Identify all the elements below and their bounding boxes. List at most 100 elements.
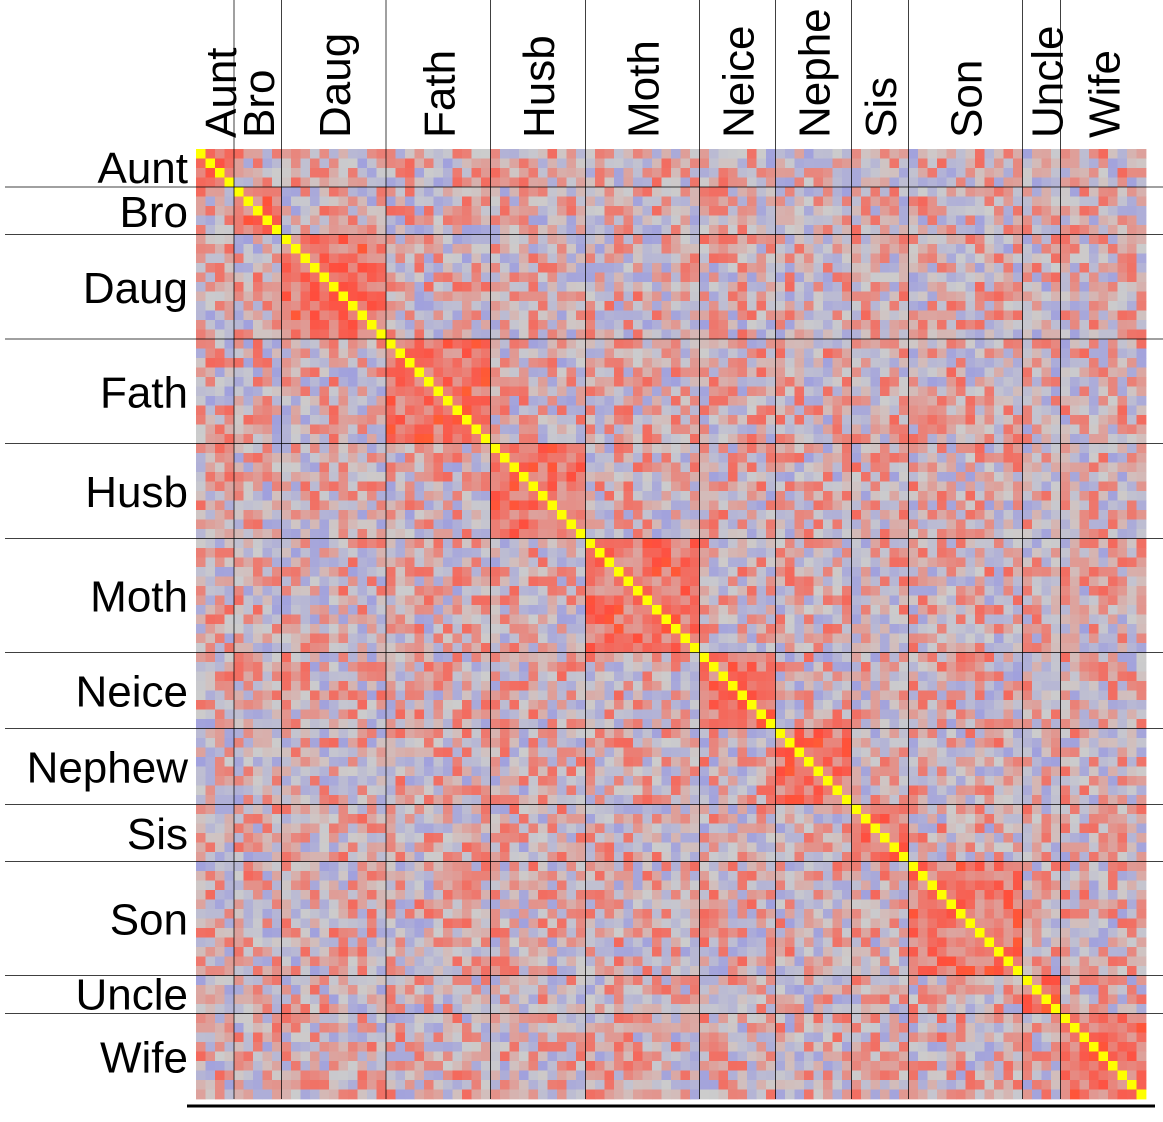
- heatmap-cell: [1022, 586, 1033, 596]
- heatmap-cell: [994, 329, 1004, 340]
- heatmap-cell: [680, 358, 691, 368]
- heatmap-cell: [927, 215, 938, 226]
- heatmap-cell: [1127, 348, 1137, 359]
- heatmap-cell: [405, 310, 415, 321]
- heatmap-cell: [471, 301, 482, 311]
- heatmap-cell: [462, 567, 472, 577]
- heatmap-cell: [813, 424, 824, 435]
- heatmap-cell: [1060, 168, 1071, 178]
- heatmap-cell: [813, 291, 824, 302]
- heatmap-cell: [661, 244, 672, 254]
- heatmap-cell: [585, 557, 596, 568]
- heatmap-cell: [604, 567, 615, 577]
- heatmap-cell: [300, 405, 311, 416]
- heatmap-cell: [424, 225, 434, 235]
- heatmap-cell: [1051, 196, 1061, 207]
- heatmap-cell: [205, 424, 216, 435]
- heatmap-cell: [547, 548, 558, 558]
- heatmap-cell: [405, 557, 415, 568]
- heatmap-cell: [994, 177, 1004, 188]
- heatmap-cell: [842, 576, 852, 587]
- heatmap-cell: [500, 301, 510, 311]
- heatmap-cell: [1022, 253, 1033, 264]
- heatmap-cell: [243, 605, 254, 615]
- heatmap-cell: [889, 377, 900, 387]
- heatmap-cell: [937, 500, 947, 511]
- heatmap-cell: [623, 244, 634, 254]
- heatmap-cell: [1022, 358, 1033, 368]
- heatmap-cell: [1098, 225, 1109, 235]
- heatmap-cell: [367, 149, 377, 159]
- heatmap-cell: [319, 225, 330, 235]
- heatmap-cell: [348, 557, 358, 568]
- heatmap-cell: [1098, 348, 1109, 359]
- heatmap-cell: [1108, 491, 1118, 501]
- heatmap-cell: [965, 405, 976, 416]
- heatmap-cell: [794, 149, 805, 159]
- heatmap-cell: [1117, 291, 1128, 302]
- heatmap-cell: [642, 576, 653, 587]
- heatmap-cell: [899, 434, 909, 444]
- heatmap-cell: [1003, 377, 1014, 387]
- heatmap-cell: [338, 158, 349, 169]
- heatmap-cell: [756, 595, 767, 606]
- heatmap-cell: [395, 557, 406, 568]
- heatmap-cell: [196, 206, 206, 216]
- heatmap-cell: [1136, 196, 1147, 207]
- heatmap-cell: [414, 320, 425, 330]
- heatmap-cell: [785, 168, 795, 178]
- heatmap-cell: [1032, 358, 1042, 368]
- heatmap-cell: [804, 576, 814, 587]
- heatmap-cell: [642, 605, 653, 615]
- heatmap-cell: [718, 586, 729, 596]
- heatmap-cell: [281, 377, 292, 387]
- heatmap-cell: [566, 548, 577, 558]
- heatmap-cell: [699, 576, 710, 587]
- heatmap-cell: [756, 291, 767, 302]
- heatmap-cell: [471, 424, 482, 435]
- heatmap-cell: [652, 367, 662, 378]
- heatmap-cell: [652, 595, 662, 606]
- heatmap-cell: [272, 206, 282, 216]
- heatmap-cell: [557, 453, 567, 463]
- heatmap-cell: [338, 576, 349, 587]
- heatmap-cell: [224, 443, 235, 454]
- heatmap-cell: [832, 576, 843, 587]
- heatmap-cell: [1079, 548, 1090, 558]
- heatmap-cell: [452, 187, 463, 197]
- heatmap-cell: [975, 491, 985, 501]
- heatmap-cell: [528, 472, 539, 482]
- heatmap-cell: [253, 282, 263, 292]
- heatmap-cell: [1013, 225, 1023, 235]
- heatmap-cell: [205, 567, 216, 577]
- heatmap-cell: [509, 519, 520, 530]
- heatmap-cell: [253, 576, 263, 587]
- heatmap-cell: [642, 348, 653, 359]
- heatmap-cell: [823, 234, 833, 245]
- heatmap-cell: [1079, 367, 1090, 378]
- heatmap-cell: [880, 510, 890, 520]
- heatmap-cell: [310, 595, 320, 606]
- heatmap-cell: [1060, 519, 1071, 530]
- heatmap-cell: [595, 234, 605, 245]
- heatmap-cell: [509, 348, 520, 359]
- heatmap-cell: [1079, 225, 1090, 235]
- heatmap-cell: [794, 168, 805, 178]
- heatmap-cell: [908, 510, 919, 520]
- heatmap-cell: [737, 576, 748, 587]
- heatmap-cell: [1041, 206, 1052, 216]
- heatmap-cell: [965, 301, 976, 311]
- heatmap-cell: [338, 206, 349, 216]
- heatmap-cell: [443, 538, 453, 549]
- heatmap-cell: [861, 329, 871, 340]
- heatmap-cell: [300, 358, 311, 368]
- heatmap-cell: [386, 187, 396, 197]
- heatmap-cell: [205, 386, 216, 397]
- heatmap-cell: [652, 225, 662, 235]
- heatmap-cell: [1079, 576, 1090, 587]
- heatmap-cell: [329, 253, 339, 264]
- heatmap-cell: [975, 244, 985, 254]
- heatmap-cell: [357, 358, 368, 368]
- heatmap-cell: [595, 481, 605, 492]
- heatmap-cell: [272, 576, 282, 587]
